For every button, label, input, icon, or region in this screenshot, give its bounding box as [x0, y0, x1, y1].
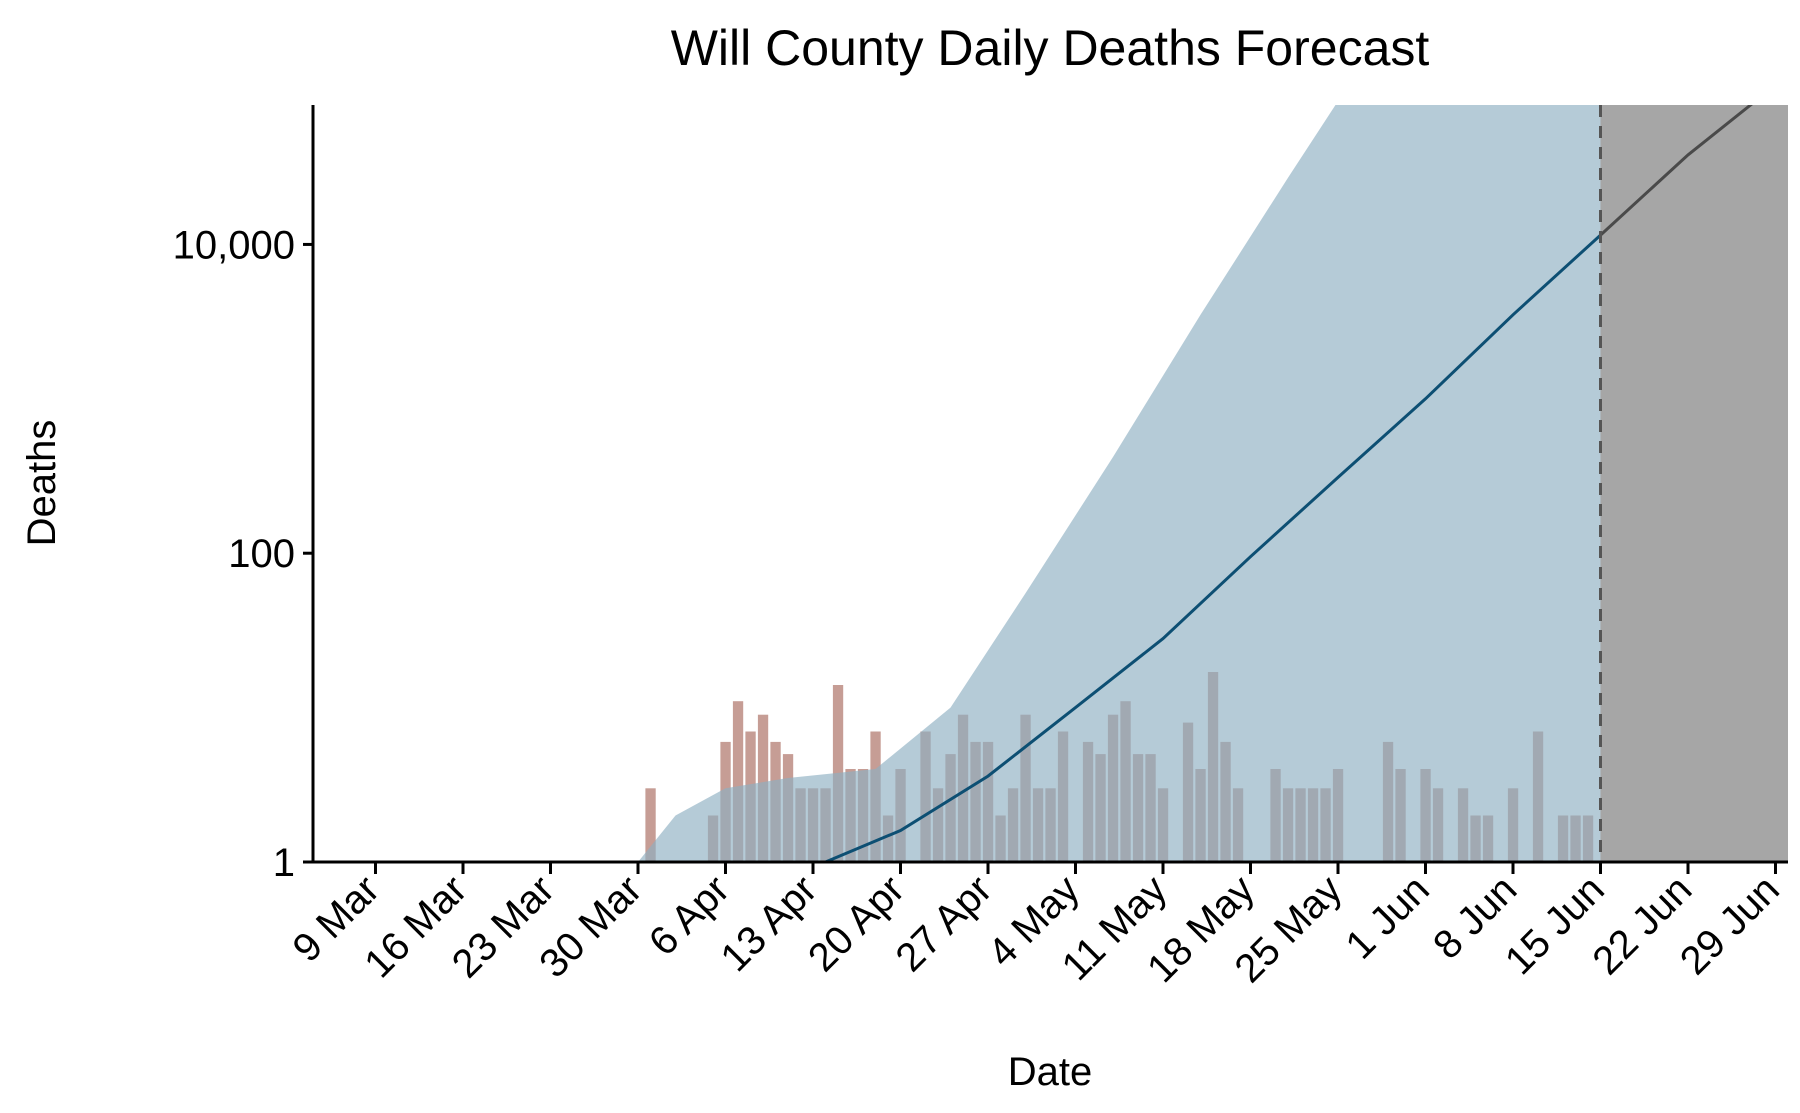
forecast-line — [824, 233, 1602, 862]
observed-bar — [645, 788, 656, 862]
observed-bar — [732, 701, 744, 862]
future-shade — [1600, 105, 1788, 862]
y-tick-label: 1 — [273, 841, 295, 885]
x-tick-label: 22 Jun — [1584, 867, 1700, 983]
forecast-band — [638, 105, 1601, 862]
x-tick-label: 27 Apr — [887, 867, 1000, 980]
y-axis-label: Deaths — [20, 420, 64, 547]
x-axis-label: Date — [1008, 1050, 1093, 1094]
x-tick-label: 29 Jun — [1672, 867, 1788, 983]
forecast-line-extension — [1599, 105, 1753, 237]
x-tick-label: 1 Jun — [1338, 867, 1438, 967]
x-tick-label: 20 Apr — [800, 867, 913, 980]
x-tick-label: 15 Jun — [1497, 867, 1613, 983]
y-tick-label: 100 — [228, 532, 295, 576]
y-tick-label: 10,000 — [173, 223, 295, 267]
chart-title: Will County Daily Deaths Forecast — [671, 20, 1430, 76]
x-tick-label: 13 Apr — [712, 867, 825, 980]
